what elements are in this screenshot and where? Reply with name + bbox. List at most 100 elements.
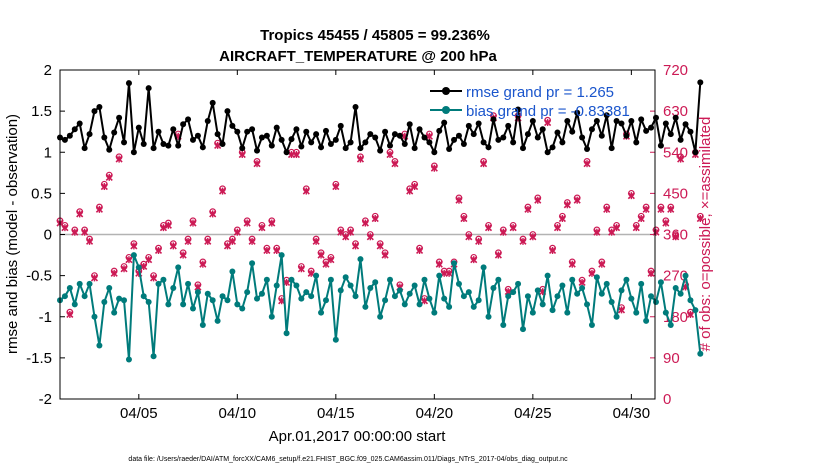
rmse-point: [258, 134, 265, 141]
obs-assimilated-marker: [332, 182, 340, 191]
bias-point: [480, 264, 487, 271]
rmse-point: [298, 143, 305, 150]
bias-point: [293, 282, 300, 289]
obs-assimilated-marker: [85, 237, 94, 245]
bias-point: [623, 276, 630, 283]
bias-point: [697, 350, 704, 357]
rmse-point: [170, 126, 177, 133]
x-tick-label: 04/05: [120, 405, 158, 422]
bias-point: [234, 301, 241, 308]
rmse-point: [608, 145, 615, 152]
obs-assimilated-marker: [81, 228, 89, 236]
rmse-point: [510, 139, 517, 146]
obs-assimilated-marker: [435, 260, 443, 268]
bias-point: [441, 295, 448, 302]
bias-point: [298, 295, 305, 302]
x-axis-label: Apr.01,2017 00:00:00 start: [269, 428, 447, 445]
rmse-point: [643, 127, 650, 134]
rmse-point: [372, 134, 379, 141]
bias-point: [170, 284, 177, 291]
rmse-point: [130, 149, 137, 156]
bias-point: [372, 279, 379, 286]
obs-assimilated-marker: [445, 269, 453, 277]
rmse-point: [401, 141, 408, 148]
bias-point: [357, 256, 364, 263]
rmse-point: [382, 128, 389, 135]
rmse-point: [278, 136, 285, 143]
rmse-point: [194, 132, 201, 139]
bias-point: [515, 280, 522, 287]
rmse-point: [465, 122, 472, 129]
bias-point: [81, 293, 88, 300]
x-tick-label: 04/30: [613, 405, 651, 422]
rmse-point: [460, 141, 467, 148]
obs-assimilated-marker: [312, 237, 320, 245]
bias-point: [672, 284, 679, 291]
bias-point: [130, 252, 137, 259]
axis-ticks: -2-1.5-1-0.500.511.520901802703604505406…: [26, 62, 688, 422]
rmse-point: [406, 121, 413, 128]
obs-assimilated-marker: [696, 214, 704, 223]
obs-assimilated-marker: [120, 265, 128, 273]
rmse-point: [618, 120, 625, 127]
rmse-point: [500, 134, 507, 141]
obs-assimilated-marker: [110, 269, 118, 277]
rmse-point: [254, 147, 261, 154]
obs-assimilated-marker: [588, 269, 596, 277]
rmse-point: [273, 124, 280, 131]
bias-series-line: [59, 254, 702, 361]
obs-assimilated-marker: [411, 182, 419, 191]
bias-point: [426, 295, 433, 302]
bias-point: [214, 317, 221, 324]
legend-label-bias: bias grand pr = -0.83381: [466, 103, 630, 120]
obs-assimilated-marker: [524, 205, 532, 213]
bias-point: [288, 276, 295, 283]
rmse-point: [332, 136, 339, 143]
legend-label-rmse: rmse grand pr = 1.265: [466, 84, 614, 101]
obs-assimilated-marker: [598, 260, 606, 268]
rmse-point: [387, 142, 394, 149]
rmse-point: [534, 134, 541, 141]
bias-point: [367, 284, 374, 291]
rmse-point: [337, 122, 344, 129]
obs-assimilated-marker: [184, 237, 192, 245]
obs-assimilated-marker: [105, 173, 113, 181]
obs-assimilated-marker: [484, 224, 493, 232]
rmse-point: [431, 149, 438, 156]
obs-assimilated-marker: [327, 256, 335, 264]
rmse-point: [327, 141, 334, 148]
rmse-point: [623, 132, 630, 139]
y-axis-label-right: # of obs: o=possible; ×=assimilated: [697, 117, 714, 352]
obs-assimilated-marker: [169, 242, 177, 250]
y-axis-label-left: rmse and bias (model - observation): [4, 114, 21, 354]
obs-assimilated-marker: [258, 224, 266, 232]
rmse-point: [209, 99, 216, 106]
rmse-point: [288, 136, 295, 143]
bias-point: [175, 264, 182, 271]
bias-point: [593, 274, 600, 281]
bias-point: [332, 336, 339, 343]
rmse-point: [396, 132, 403, 139]
bias-point: [652, 298, 659, 305]
bias-point: [485, 313, 492, 320]
rmse-point: [106, 146, 113, 153]
obs-assimilated-marker: [652, 228, 660, 236]
bias-point: [121, 297, 128, 304]
bias-point: [224, 297, 231, 304]
bias-point: [342, 274, 349, 281]
obs-assimilated-marker: [480, 160, 488, 168]
bias-point: [204, 290, 211, 297]
bias-point: [648, 293, 655, 300]
obs-assimilated-marker: [95, 205, 103, 213]
obs-assimilated-marker: [603, 205, 611, 213]
obs-assimilated-marker: [233, 228, 241, 236]
obs-assimilated-marker: [455, 196, 463, 204]
obs-assimilated-marker: [558, 214, 566, 223]
bias-point: [76, 280, 83, 287]
obs-assimilated-marker: [130, 242, 138, 250]
bias-point: [588, 321, 595, 328]
rmse-point: [175, 142, 182, 149]
obs-assimilated-marker: [61, 224, 69, 232]
rmse-point: [559, 139, 566, 146]
